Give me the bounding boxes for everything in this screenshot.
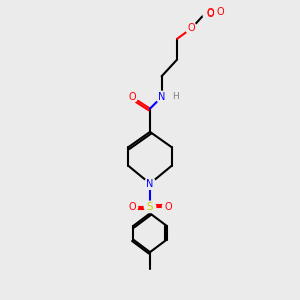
Circle shape <box>156 91 167 103</box>
Text: O: O <box>164 202 172 212</box>
Circle shape <box>186 23 197 34</box>
Circle shape <box>144 201 156 213</box>
Text: O: O <box>128 92 136 102</box>
Text: O: O <box>188 23 195 33</box>
Circle shape <box>203 8 216 21</box>
Circle shape <box>126 91 138 103</box>
Text: H: H <box>172 92 179 101</box>
Text: O: O <box>216 7 224 16</box>
Text: S: S <box>147 202 153 212</box>
Text: O: O <box>207 9 214 19</box>
Circle shape <box>162 201 174 213</box>
Circle shape <box>126 201 138 213</box>
Text: N: N <box>158 92 165 102</box>
Text: O: O <box>207 8 214 18</box>
Text: N: N <box>146 178 154 189</box>
Circle shape <box>170 91 182 103</box>
Circle shape <box>144 178 156 189</box>
Text: O: O <box>128 202 136 212</box>
